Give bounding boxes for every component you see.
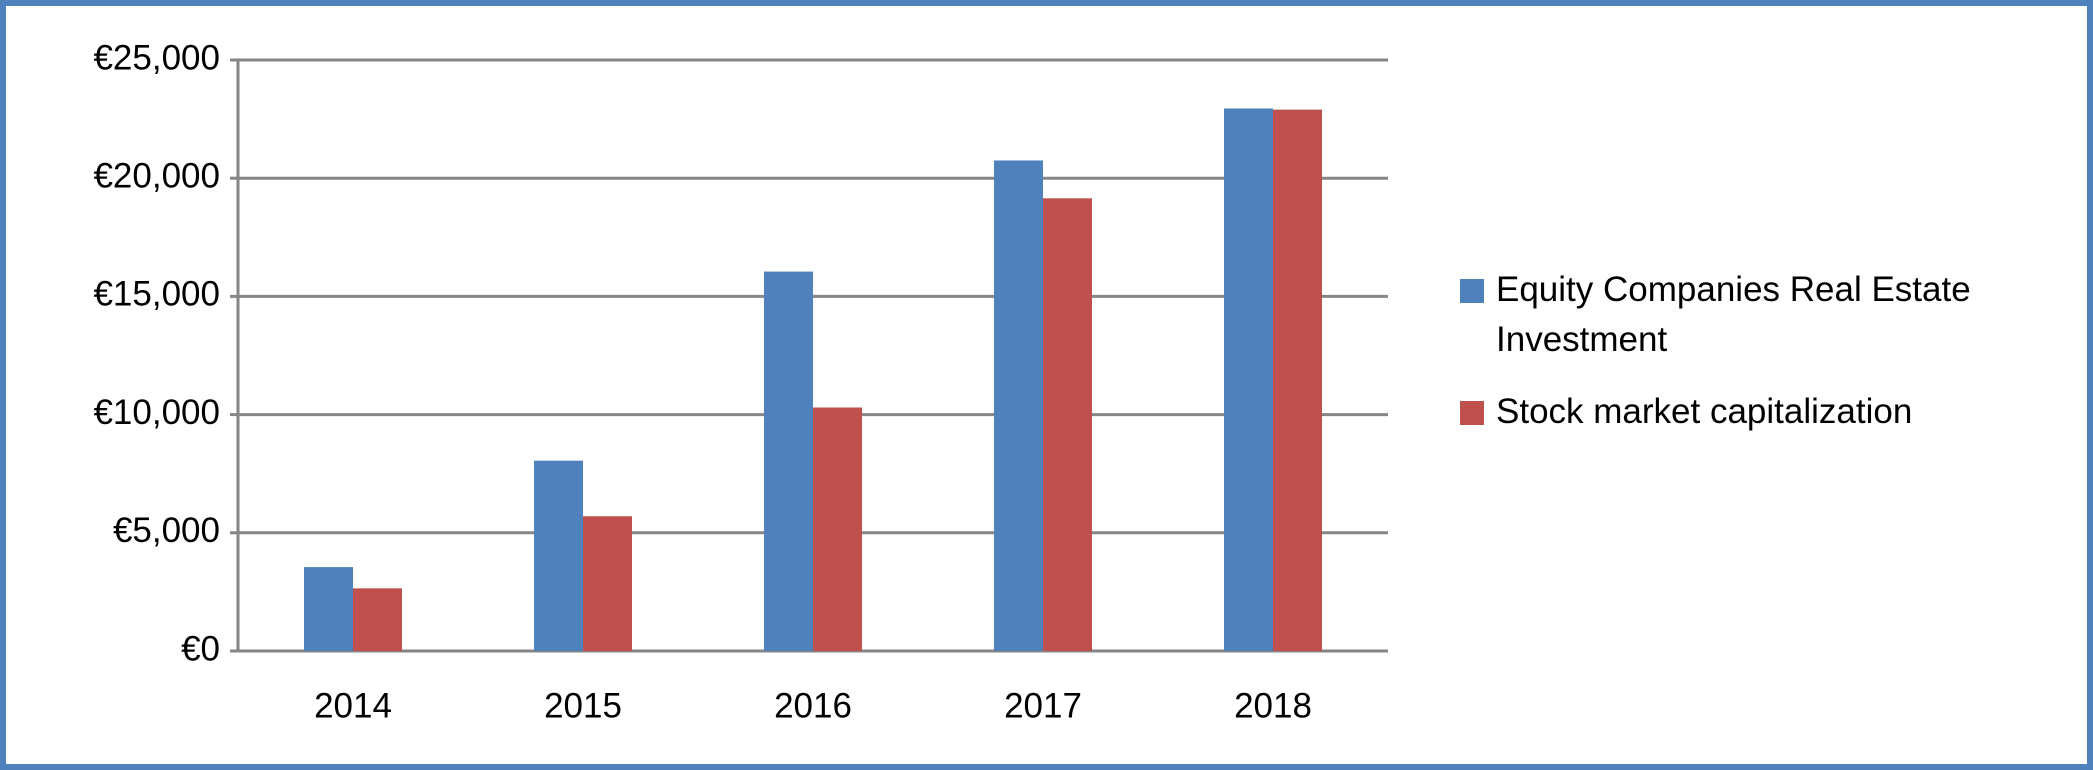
bar [304, 567, 353, 651]
y-tick-label: €5,000 [113, 511, 220, 550]
bar [994, 160, 1043, 651]
bar [1273, 109, 1322, 652]
x-tick-label: 2014 [314, 686, 392, 725]
legend-item: Equity Companies Real Estate Investment [1460, 265, 2060, 365]
legend-item: Stock market capitalization [1460, 387, 2060, 437]
legend: Equity Companies Real Estate Investment S… [1460, 265, 2060, 459]
x-tick-label: 2016 [774, 686, 852, 725]
bar [1224, 108, 1273, 652]
bar [813, 407, 862, 651]
x-tick-label: 2017 [1004, 686, 1082, 725]
y-tick-label: €10,000 [93, 393, 220, 432]
x-tick-label: 2018 [1234, 686, 1312, 725]
bar [353, 588, 402, 651]
bar [534, 460, 583, 651]
legend-swatch [1460, 401, 1484, 425]
y-tick-label: €15,000 [93, 275, 220, 314]
y-tick-label: €20,000 [93, 156, 220, 195]
bar [583, 516, 632, 651]
legend-swatch [1460, 279, 1484, 303]
y-tick-label: €25,000 [93, 38, 220, 77]
x-tick-label: 2015 [544, 686, 622, 725]
bar [1043, 198, 1092, 651]
y-tick-label: €0 [181, 629, 220, 668]
legend-label: Equity Companies Real Estate Investment [1496, 270, 1971, 359]
legend-label: Stock market capitalization [1496, 392, 1913, 431]
bar [764, 271, 813, 651]
